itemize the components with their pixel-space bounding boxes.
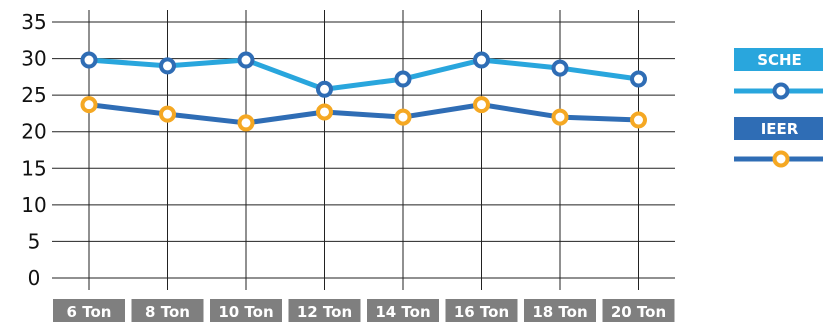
y-tick-label: 35	[21, 10, 46, 34]
data-point-ieer	[551, 108, 569, 126]
data-point-sche	[473, 51, 490, 69]
legend-marker-sche	[772, 82, 790, 100]
x-tick-label: 10 Ton	[218, 303, 273, 321]
data-point-sche	[80, 51, 98, 69]
y-tick-label: 5	[28, 229, 41, 253]
x-tick-label: 16 Ton	[454, 303, 509, 321]
data-point-sche	[237, 51, 255, 69]
x-tick-label-bg	[210, 299, 282, 322]
y-tick-label: 30	[21, 47, 46, 71]
data-point-ieer	[159, 105, 176, 123]
data-point-ieer	[237, 114, 255, 132]
series-line-sche	[86, 57, 641, 92]
data-point-ieer	[473, 96, 490, 114]
x-tick-label-bg	[131, 299, 204, 322]
data-point-ieer	[630, 111, 647, 129]
legend-marker-ieer	[772, 150, 790, 168]
legend-label-sche: SCHE	[757, 51, 802, 69]
x-tick-label: 20 Ton	[611, 303, 666, 321]
y-axis-ticks: 0 5 10 15 20 25 30 35	[21, 10, 46, 290]
data-point-sche	[159, 57, 176, 75]
series-layer	[80, 51, 647, 132]
legend-label-ieer: IEER	[761, 120, 799, 138]
data-point-sche	[630, 70, 647, 88]
y-tick-label: 20	[21, 120, 46, 144]
legend: SCHE IEER	[734, 48, 823, 168]
x-tick-label: 12 Ton	[297, 303, 352, 321]
legend-label-bg-sche	[734, 48, 823, 71]
data-point-ieer	[316, 103, 333, 121]
x-axis-ticks: 6 Ton 8 Ton 10 Ton 12 Ton 14 Ton 16 Ton 18 Ton…	[53, 299, 675, 322]
data-point-sche	[394, 70, 412, 88]
series-line-ieer	[86, 102, 641, 126]
y-tick-label: 10	[21, 193, 46, 217]
data-point-sche	[316, 80, 333, 98]
x-tick-label: 18 Ton	[532, 303, 587, 321]
y-tick-label: 0	[28, 266, 41, 290]
x-tick-label-bg	[524, 299, 596, 322]
x-tick-label-bg	[367, 299, 439, 322]
data-point-sche	[551, 59, 569, 77]
y-tick-label: 25	[21, 83, 46, 107]
legend-label-bg-ieer	[734, 117, 823, 140]
x-tick-label-bg	[53, 299, 125, 322]
x-tick-label-bg	[602, 299, 675, 322]
x-tick-label-bg	[288, 299, 361, 322]
x-tick-label: 14 Ton	[375, 303, 430, 321]
x-tick-label-bg	[445, 299, 518, 322]
data-point-ieer	[80, 96, 98, 114]
x-tick-label: 6 Ton	[67, 303, 112, 321]
y-tick-label: 15	[21, 156, 46, 180]
x-tick-label: 8 Ton	[145, 303, 190, 321]
grid	[52, 10, 675, 290]
data-point-ieer	[394, 108, 412, 126]
